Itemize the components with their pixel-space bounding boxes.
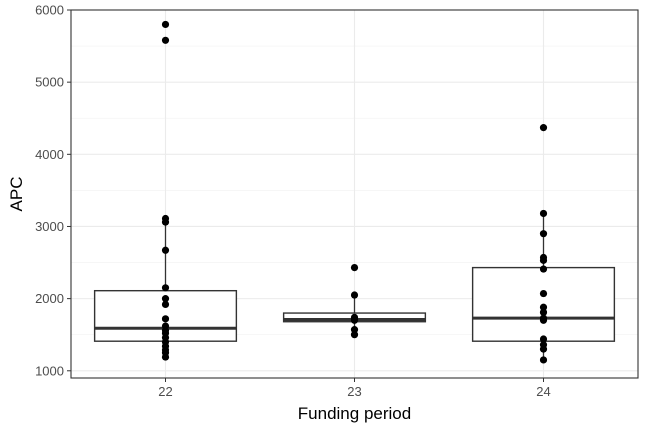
data-point xyxy=(539,230,548,238)
y-axis-title: APC xyxy=(7,177,26,212)
data-point xyxy=(350,316,359,324)
y-tick-label: 3000 xyxy=(35,219,64,234)
x-tick-label: 22 xyxy=(158,384,172,399)
data-point xyxy=(539,289,548,298)
data-point xyxy=(161,284,170,292)
x-tick-label: 23 xyxy=(347,384,361,399)
data-point xyxy=(350,291,359,299)
data-point xyxy=(161,295,170,303)
data-point xyxy=(539,265,548,273)
data-point xyxy=(161,246,170,254)
data-point xyxy=(539,345,548,353)
x-axis-title: Funding period xyxy=(298,404,411,423)
data-point xyxy=(161,36,170,44)
data-point xyxy=(161,300,170,308)
data-point xyxy=(539,335,548,343)
data-point xyxy=(161,315,170,323)
y-tick-label: 1000 xyxy=(35,363,64,378)
data-point xyxy=(350,264,359,272)
data-point xyxy=(539,356,548,364)
data-point xyxy=(350,331,359,339)
y-tick-label: 2000 xyxy=(35,291,64,306)
data-point xyxy=(539,303,548,311)
data-point xyxy=(161,20,170,29)
data-point xyxy=(350,326,359,334)
y-tick-label: 6000 xyxy=(35,3,64,18)
data-point xyxy=(539,124,548,132)
x-tick-label: 24 xyxy=(536,384,550,399)
y-tick-label: 5000 xyxy=(35,75,64,90)
y-tick-label: 4000 xyxy=(35,147,64,162)
axes: 1000 2000 3000 4000 5000 6000 22 23 24 xyxy=(35,3,551,400)
data-point xyxy=(161,218,170,226)
data-point xyxy=(539,256,548,264)
data-point xyxy=(539,209,548,218)
data-point xyxy=(539,316,548,324)
points xyxy=(161,20,548,364)
data-point xyxy=(161,353,170,361)
data-point xyxy=(539,308,548,316)
